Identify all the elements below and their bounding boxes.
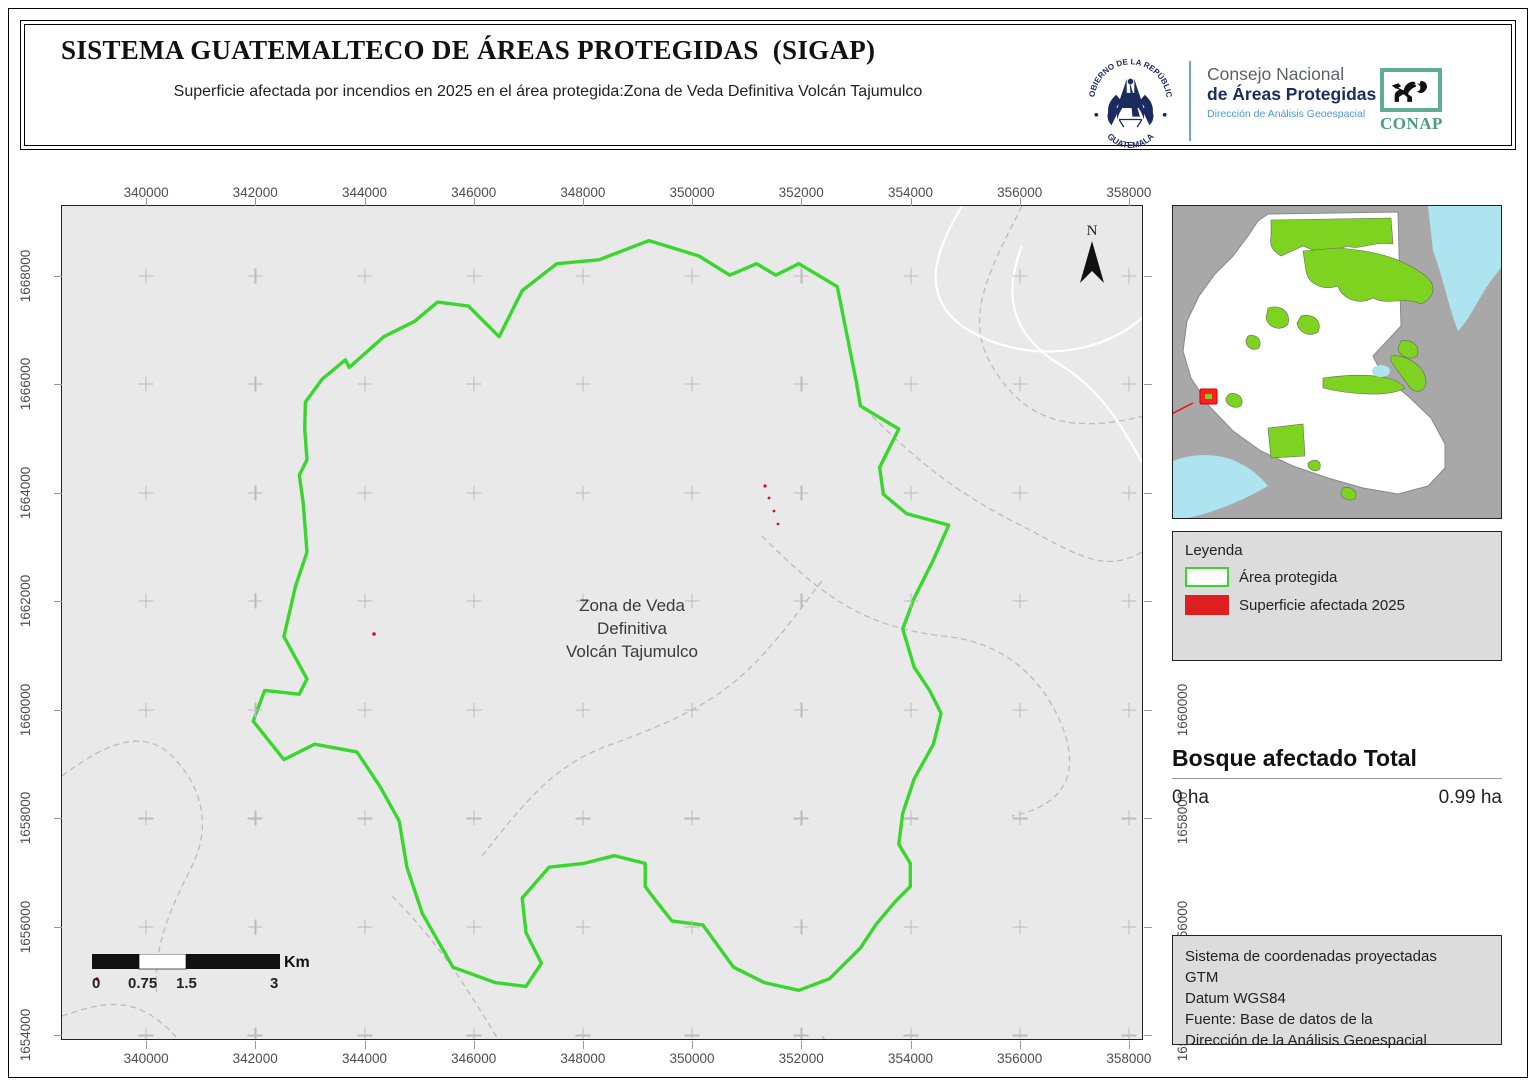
svg-text:Km: Km <box>284 954 310 971</box>
svg-text:0.75: 0.75 <box>128 975 157 992</box>
svg-text:N: N <box>1087 223 1098 239</box>
svg-text:0: 0 <box>92 975 100 992</box>
svg-text:3: 3 <box>270 975 278 992</box>
svg-text:GUATEMALA: GUATEMALA <box>1105 131 1155 148</box>
svg-text:1.5: 1.5 <box>176 975 197 992</box>
svg-text:GOBIERNO DE LA REPÚBLICA: GOBIERNO DE LA REPÚBLICA <box>1083 53 1174 98</box>
